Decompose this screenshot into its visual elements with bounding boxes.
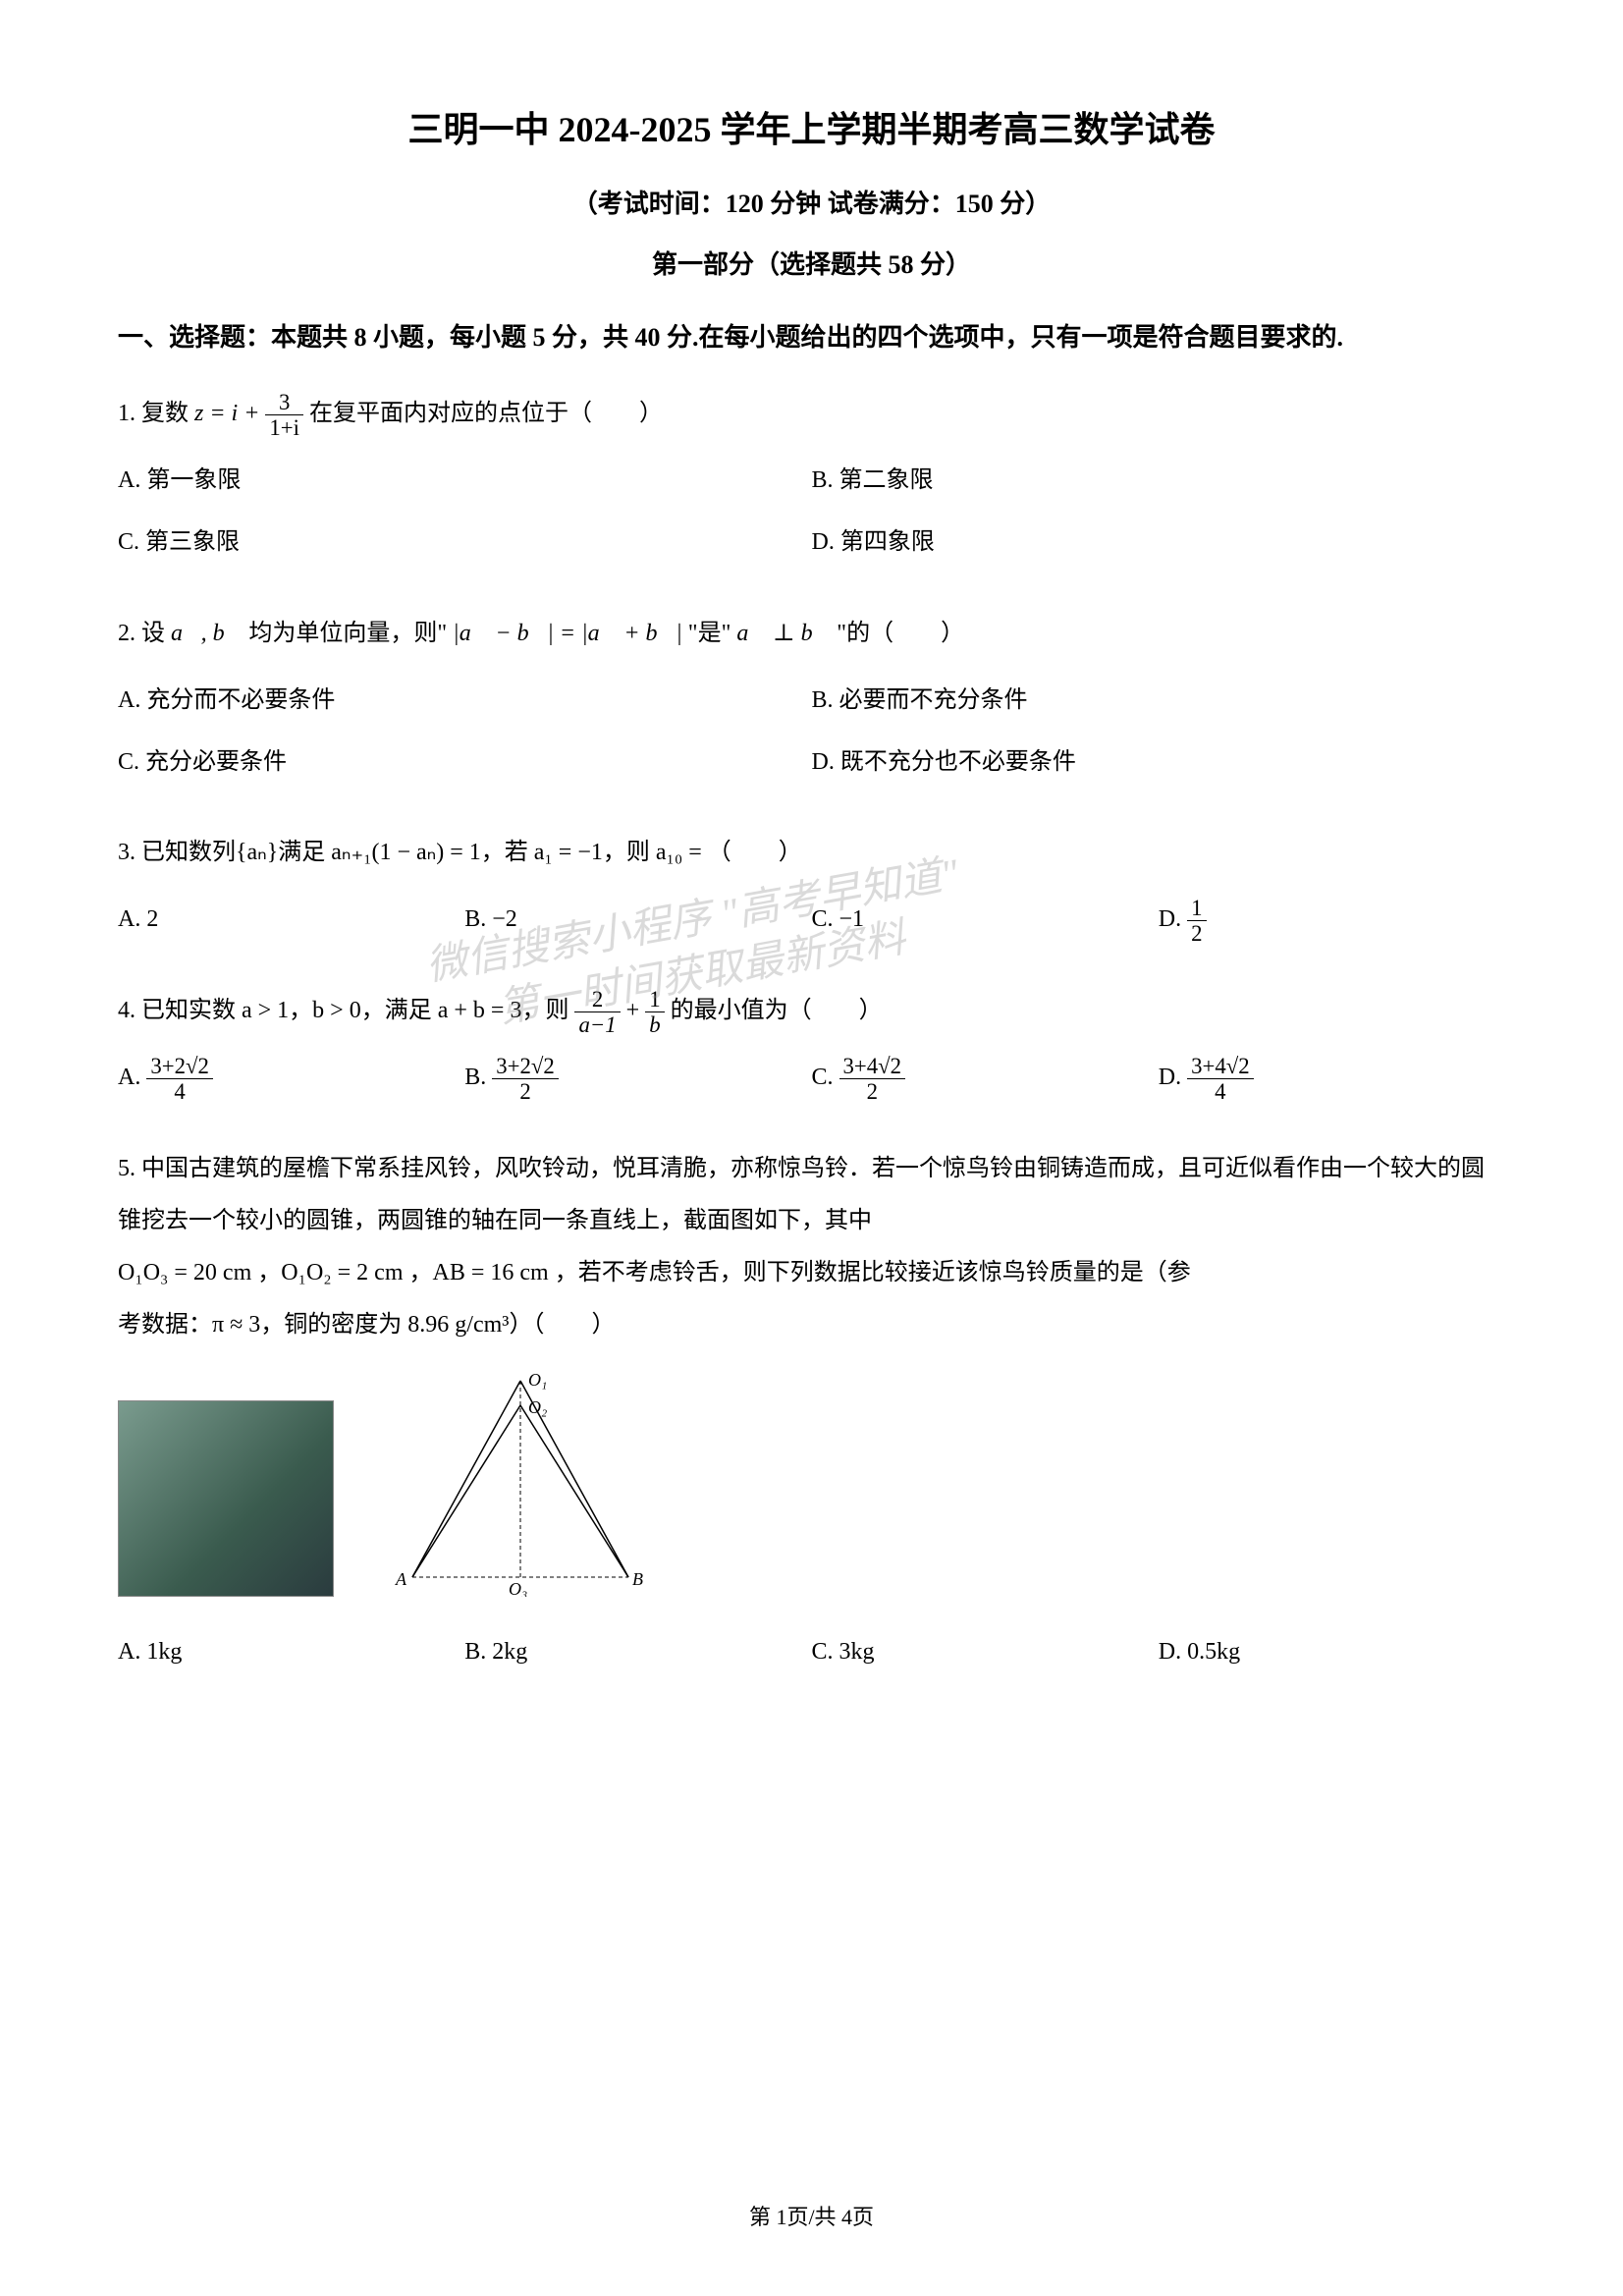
q4-optb-den: 2 bbox=[492, 1079, 559, 1104]
q3-optd-frac: 1 2 bbox=[1187, 896, 1206, 946]
q3-option-a: A. 2 bbox=[118, 894, 464, 946]
section-title: 第一部分（选择题共 58 分） bbox=[118, 243, 1505, 289]
q4-optd-prefix: D. bbox=[1159, 1065, 1181, 1090]
label-o3: O₃ bbox=[509, 1579, 527, 1597]
q1-fraction: 3 1+i bbox=[265, 390, 303, 440]
q2-option-b: B. 必要而不充分条件 bbox=[812, 675, 1506, 727]
q1-frac-num: 3 bbox=[265, 390, 303, 415]
q2-option-a: A. 充分而不必要条件 bbox=[118, 675, 812, 727]
q2-abs-expr: |a⃗ − b⃗| = |a⃗ + b⃗| bbox=[453, 621, 682, 646]
q4-opta-den: 4 bbox=[146, 1079, 213, 1104]
q1-option-c: C. 第三象限 bbox=[118, 517, 812, 569]
q1-option-d: D. 第四象限 bbox=[812, 517, 1506, 569]
q2-vectors: a⃗, b⃗ bbox=[171, 621, 243, 646]
q4-text-b: 的最小值为（ ） bbox=[671, 998, 883, 1023]
q4-frac2-den: b bbox=[645, 1012, 664, 1037]
q3-text: 3. 已知数列{aₙ}满足 aₙ₊₁(1 − aₙ) = 1，若 a₁ = −1… bbox=[118, 827, 1505, 879]
q4-optd-num: 3+4√2 bbox=[1187, 1054, 1254, 1079]
q4-optc-frac: 3+4√2 2 bbox=[839, 1054, 906, 1104]
q4-option-c: C. 3+4√2 2 bbox=[812, 1052, 1159, 1104]
q1-frac-den: 1+i bbox=[265, 415, 303, 440]
q4-plus: + bbox=[626, 998, 646, 1023]
question-3: 3. 已知数列{aₙ}满足 aₙ₊₁(1 − aₙ) = 1，若 a₁ = −1… bbox=[118, 827, 1505, 956]
q1-prefix: 1. 复数 bbox=[118, 401, 189, 426]
cone-diagram: O₁ O₂ O₃ A B bbox=[393, 1371, 648, 1597]
q4-frac2: 1 b bbox=[645, 987, 664, 1037]
q5-text-c: 考数据：π ≈ 3，铜的密度为 8.96 g/cm³）（ ） bbox=[118, 1299, 1505, 1351]
q2-text-b: 均为单位向量，则" bbox=[248, 621, 447, 646]
q4-optb-prefix: B. bbox=[464, 1065, 486, 1090]
label-b: B bbox=[632, 1569, 643, 1589]
q4-opta-frac: 3+2√2 4 bbox=[146, 1054, 213, 1104]
q5-option-c: C. 3kg bbox=[812, 1626, 1159, 1678]
q2-text-c: "是" bbox=[688, 621, 731, 646]
q4-option-a: A. 3+2√2 4 bbox=[118, 1052, 464, 1104]
q2-text-a: 2. 设 bbox=[118, 621, 165, 646]
q4-option-b: B. 3+2√2 2 bbox=[464, 1052, 811, 1104]
question-5: 5. 中国古建筑的屋檐下常系挂风铃，风吹铃动，悦耳清脆，亦称惊鸟铃．若一个惊鸟铃… bbox=[118, 1143, 1505, 1687]
label-a: A bbox=[395, 1569, 407, 1589]
q2-option-c: C. 充分必要条件 bbox=[118, 737, 812, 789]
q3-optd-prefix: D. bbox=[1159, 906, 1181, 932]
building-photo bbox=[118, 1400, 334, 1597]
q3-option-b: B. −2 bbox=[464, 894, 811, 946]
q4-optb-frac: 3+2√2 2 bbox=[492, 1054, 559, 1104]
question-1: 1. 复数 z = i + 3 1+i 在复平面内对应的点位于（ ） A. 第一… bbox=[118, 388, 1505, 578]
q4-opta-prefix: A. bbox=[118, 1065, 140, 1090]
page-footer: 第 1页/共 4页 bbox=[0, 2198, 1623, 2237]
q4-option-d: D. 3+4√2 4 bbox=[1159, 1052, 1505, 1104]
q4-optb-num: 3+2√2 bbox=[492, 1054, 559, 1079]
q4-frac1-den: a−1 bbox=[574, 1012, 620, 1037]
q1-option-a: A. 第一象限 bbox=[118, 455, 812, 507]
q1-option-b: B. 第二象限 bbox=[812, 455, 1506, 507]
q5-text-b: O₁O₃ = 20 cm ，O₁O₂ = 2 cm ，AB = 16 cm ，若… bbox=[118, 1247, 1505, 1299]
exam-info: （考试时间：120 分钟 试卷满分：150 分） bbox=[118, 182, 1505, 228]
q4-frac2-num: 1 bbox=[645, 987, 664, 1012]
q4-frac1-num: 2 bbox=[574, 987, 620, 1012]
q4-optc-den: 2 bbox=[839, 1079, 906, 1104]
q5-text-a: 5. 中国古建筑的屋檐下常系挂风铃，风吹铃动，悦耳清脆，亦称惊鸟铃．若一个惊鸟铃… bbox=[118, 1143, 1505, 1247]
q5-option-b: B. 2kg bbox=[464, 1626, 811, 1678]
q2-option-d: D. 既不充分也不必要条件 bbox=[812, 737, 1506, 789]
q2-perp: a⃗ ⊥ b⃗ bbox=[736, 621, 831, 646]
q3-optd-num: 1 bbox=[1187, 896, 1206, 921]
q3-option-d: D. 1 2 bbox=[1159, 894, 1505, 946]
q4-optc-prefix: C. bbox=[812, 1065, 834, 1090]
q3-option-c: C. −1 bbox=[812, 894, 1159, 946]
q5-figures: O₁ O₂ O₃ A B bbox=[118, 1371, 1505, 1597]
label-o1: O₁ bbox=[528, 1371, 547, 1390]
q1-formula: z = i + bbox=[194, 401, 259, 426]
section-header: 一、选择题：本题共 8 小题，每小题 5 分，共 40 分.在每小题给出的四个选… bbox=[118, 312, 1505, 363]
q4-optd-den: 4 bbox=[1187, 1079, 1254, 1104]
question-2: 2. 设 a⃗, b⃗ 均为单位向量，则" |a⃗ − b⃗| = |a⃗ + … bbox=[118, 608, 1505, 797]
q4-optc-num: 3+4√2 bbox=[839, 1054, 906, 1079]
q4-frac1: 2 a−1 bbox=[574, 987, 620, 1037]
question-4: 4. 已知实数 a > 1，b > 0，满足 a + b = 3，则 2 a−1… bbox=[118, 985, 1505, 1114]
q4-optd-frac: 3+4√2 4 bbox=[1187, 1054, 1254, 1104]
q5-option-d: D. 0.5kg bbox=[1159, 1626, 1505, 1678]
page-title: 三明一中 2024-2025 学年上学期半期考高三数学试卷 bbox=[118, 98, 1505, 162]
q5-option-a: A. 1kg bbox=[118, 1626, 464, 1678]
q1-suffix: 在复平面内对应的点位于（ ） bbox=[309, 401, 663, 426]
q4-opta-num: 3+2√2 bbox=[146, 1054, 213, 1079]
q3-optd-den: 2 bbox=[1187, 921, 1206, 946]
q2-text-d: "的（ ） bbox=[837, 621, 964, 646]
label-o2: O₂ bbox=[528, 1397, 547, 1417]
q4-text-a: 4. 已知实数 a > 1，b > 0，满足 a + b = 3，则 bbox=[118, 998, 568, 1023]
